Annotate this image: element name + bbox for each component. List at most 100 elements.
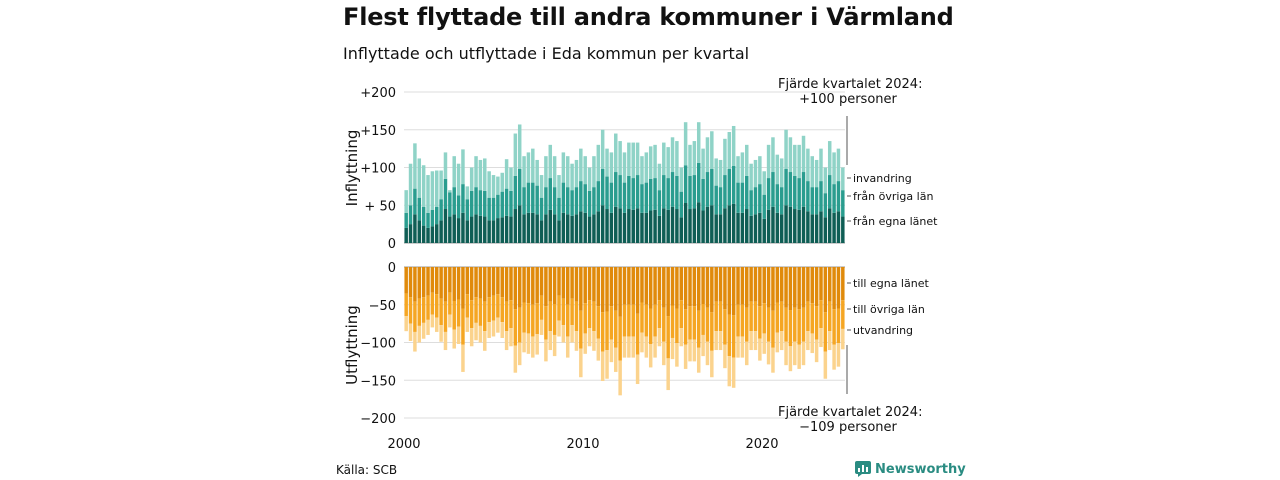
inflow-bar-other — [779, 187, 784, 215]
outflow-bar-emigration — [430, 314, 435, 328]
outflow-bar-other — [731, 315, 736, 358]
outflow-bar-other — [793, 307, 797, 342]
inflow-bar-immigration — [775, 154, 780, 185]
outflow-bar-other — [627, 304, 631, 337]
inflow-bar-other — [469, 190, 474, 217]
chart-title: Flest flyttade till andra kommuner i Vär… — [343, 3, 954, 31]
outflow-tick-label: −200 — [360, 412, 396, 427]
outflow-bar-county — [535, 267, 539, 304]
outflow-bar-emigration — [705, 341, 710, 366]
inflow-annotation-line2: +100 personer — [799, 92, 897, 107]
inflow-bar-other — [627, 175, 631, 210]
outflow-bar-county — [819, 267, 823, 301]
inflow-bar-immigration — [513, 133, 518, 176]
inflow-bar-immigration — [452, 156, 456, 188]
outflow-bar-county — [692, 267, 697, 307]
inflow-bar-immigration — [496, 176, 500, 195]
outflow-tick-label: 0 — [388, 261, 396, 276]
outflow-bar-other — [574, 301, 579, 332]
outflow-bar-county — [474, 267, 478, 298]
outflow-bar-emigration — [544, 339, 548, 362]
outflow-bar-county — [570, 267, 574, 299]
outflow-bar-emigration — [435, 317, 439, 332]
outflow-bar-other — [670, 305, 675, 338]
inflow-bar-immigration — [500, 172, 504, 192]
outflow-bar-other — [548, 301, 553, 332]
chart-subtitle: Inflyttade och utflyttade i Eda kommun p… — [343, 44, 750, 63]
inflow-bar-immigration — [710, 131, 714, 170]
inflow-bar-other — [504, 188, 509, 216]
inflow-bar-immigration — [762, 171, 766, 195]
inflow-bar-immigration — [627, 142, 631, 176]
inflow-bar-immigration — [653, 144, 657, 179]
inflow-bars — [404, 122, 845, 244]
inflow-bar-immigration — [784, 129, 788, 170]
outflow-bar-other — [456, 299, 461, 327]
outflow-bar-other — [592, 301, 596, 332]
inflow-bar-other — [727, 169, 732, 206]
inflow-bar-immigration — [749, 163, 753, 191]
inflow-bar-other — [614, 172, 618, 207]
outflow-bar-county — [448, 267, 452, 293]
inflow-bar-immigration — [417, 158, 422, 198]
inflow-bar-immigration — [753, 159, 758, 188]
outflow-bar-other — [605, 311, 609, 351]
outflow-bar-other — [579, 310, 583, 349]
inflow-bar-county — [827, 208, 832, 243]
inflow-bar-county — [592, 214, 596, 243]
outflow-bar-county — [648, 267, 653, 309]
inflow-bar-immigration — [539, 175, 544, 198]
inflow-bar-immigration — [426, 175, 430, 213]
inflow-bar-immigration — [640, 156, 644, 185]
inflow-bar-county — [766, 209, 771, 243]
outflow-bar-other — [421, 297, 426, 323]
outflow-bar-other — [705, 307, 710, 342]
outflow-bar-other — [465, 294, 470, 318]
inflow-bar-other — [644, 182, 649, 213]
outflow-bar-other — [775, 302, 780, 333]
outflow-bar-county — [531, 267, 535, 305]
inflow-tick-label: + 50 — [364, 199, 396, 214]
brand-logo[interactable]: Newsworthy — [855, 461, 966, 477]
inflow-bar-other — [478, 190, 483, 216]
outflow-bar-other — [452, 300, 456, 330]
outflow-bar-emigration — [461, 344, 465, 372]
inflow-bar-immigration — [517, 124, 522, 170]
inflow-bar-county — [841, 216, 845, 243]
inflow-bar-county — [657, 215, 662, 243]
inflow-bar-other — [723, 175, 727, 209]
inflow-bar-other — [592, 187, 596, 215]
outflow-bar-emigration — [587, 328, 592, 347]
outflow-bar-emigration — [797, 344, 801, 369]
outflow-bar-emigration — [793, 341, 797, 366]
outflow-bar-emigration — [469, 328, 474, 347]
outflow-bar-other — [692, 306, 697, 340]
outflow-bar-county — [779, 267, 784, 302]
inflow-bar-other — [574, 187, 579, 215]
outflow-bar-other — [640, 302, 644, 333]
inflow-bar-other — [692, 175, 697, 209]
inflow-bar-other — [788, 172, 793, 207]
inflow-bar-immigration — [727, 132, 732, 169]
outflow-bar-emigration — [565, 336, 570, 358]
outflow-bar-emigration — [627, 336, 631, 358]
outflow-bar-emigration — [452, 329, 456, 349]
outflow-bar-other — [487, 297, 491, 323]
inflow-bar-county — [762, 218, 766, 243]
outflow-bar-other — [526, 303, 531, 334]
inflow-bar-immigration — [723, 138, 727, 176]
outflow-bar-other — [727, 314, 732, 357]
outflow-bar-emigration — [574, 331, 579, 351]
outflow-bar-other — [771, 310, 775, 348]
inflow-bar-county — [574, 214, 579, 243]
outflow-bar-emigration — [404, 316, 408, 332]
outflow-bar-other — [810, 303, 814, 334]
outflow-bar-other — [666, 316, 670, 359]
source-note: Källa: SCB — [336, 463, 398, 477]
inflow-bar-county — [618, 208, 622, 243]
outflow-bar-county — [823, 267, 828, 313]
inflow-bar-other — [832, 184, 836, 213]
inflow-bar-other — [557, 197, 561, 221]
outflow-bar-emigration — [474, 322, 478, 341]
outflow-bar-county — [426, 267, 430, 296]
